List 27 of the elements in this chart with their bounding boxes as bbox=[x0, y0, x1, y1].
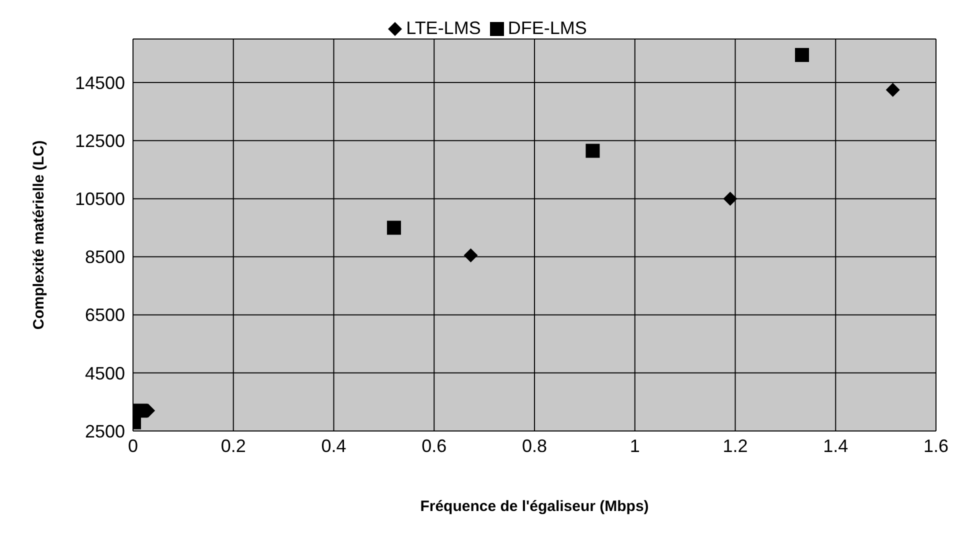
x-tick-label: 0.8 bbox=[522, 436, 548, 456]
x-tick-label: 0.2 bbox=[220, 436, 246, 456]
point bbox=[886, 82, 900, 97]
x-tick-label: 1 bbox=[630, 436, 640, 456]
x-tick-label: 1.2 bbox=[722, 436, 748, 456]
x-tick-label: 0 bbox=[128, 436, 138, 456]
point bbox=[723, 192, 738, 206]
point bbox=[134, 404, 148, 418]
y-tick-label: 8500 bbox=[84, 247, 125, 268]
point bbox=[586, 144, 600, 158]
y-tick-label: 2500 bbox=[84, 421, 125, 442]
point bbox=[795, 48, 809, 62]
x-tick-label: 1.6 bbox=[923, 436, 949, 456]
x-tick-label: 0.4 bbox=[321, 436, 346, 456]
x-tick-label: 0.6 bbox=[422, 436, 447, 456]
legend-label: LTE-LMS bbox=[406, 18, 481, 39]
y-axis-title: Complexité matérielle (LC) bbox=[30, 140, 48, 330]
x-axis-title: Fréquence de l'égaliseur (Mbps) bbox=[420, 498, 649, 515]
y-tick-label: 14500 bbox=[74, 72, 125, 93]
y-tick-label: 10500 bbox=[74, 189, 125, 210]
y-tick-label: 6500 bbox=[84, 305, 125, 326]
point bbox=[464, 248, 478, 262]
y-tick-label: 12500 bbox=[74, 131, 125, 152]
legend-label: DFE-LMS bbox=[508, 18, 587, 39]
x-tick-label: 1.4 bbox=[823, 436, 848, 456]
y-tick-label: 4500 bbox=[84, 363, 125, 384]
point bbox=[386, 220, 401, 235]
